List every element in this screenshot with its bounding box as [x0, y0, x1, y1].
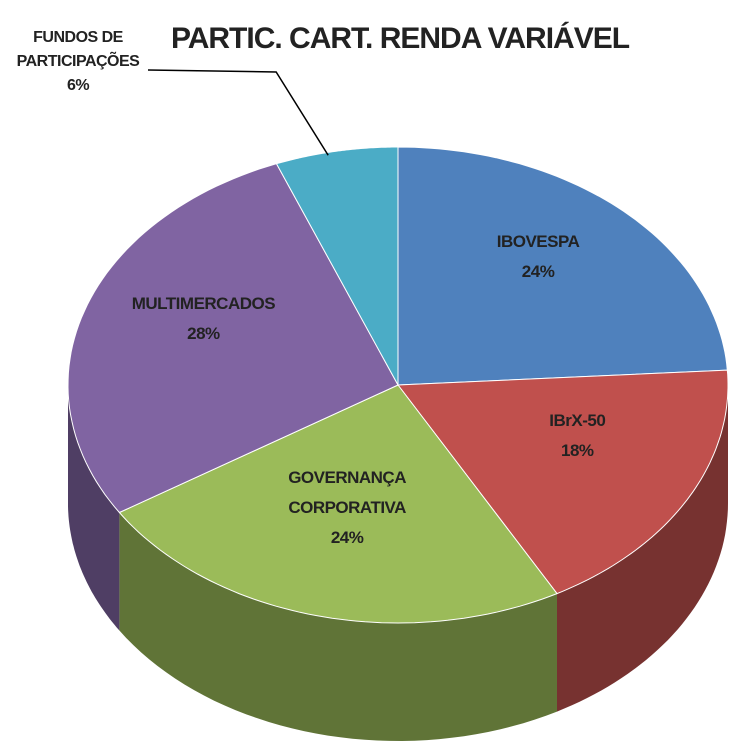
category-label: MULTIMERCADOS: [131, 294, 276, 314]
value-label: 24%: [521, 262, 555, 282]
slice-side: [68, 385, 120, 631]
data-label: GOVERNANÇA CORPORATIVA 24%: [262, 463, 432, 553]
data-label: IBrX-50 18%: [492, 406, 662, 466]
category-label: IBOVESPA: [496, 232, 580, 252]
data-label: FUNDOS DE PARTICIPAÇÕES 6%: [13, 26, 143, 98]
value-label: 6%: [66, 77, 90, 94]
value-label: 18%: [561, 441, 594, 461]
value-label: 24%: [330, 527, 364, 547]
slice-side: [119, 512, 558, 741]
data-label: IBOVESPA 24%: [453, 227, 623, 287]
slice: [397, 369, 729, 595]
slice: [397, 146, 728, 386]
slice: [275, 146, 399, 386]
slice-side: [557, 385, 728, 712]
category-label: GOVERNANÇA CORPORATIVA: [288, 467, 406, 517]
leader-line: [147, 69, 329, 156]
category-label: IBrX-50: [549, 411, 606, 431]
data-label: MULTIMERCADOS 28%: [118, 289, 288, 349]
value-label: 28%: [187, 324, 220, 344]
slice: [118, 384, 558, 624]
chart-title: PARTIC. CART. RENDA VARIÁVEL: [170, 22, 630, 55]
slice: [67, 163, 399, 514]
category-label: FUNDOS DE PARTICIPAÇÕES: [16, 29, 140, 70]
